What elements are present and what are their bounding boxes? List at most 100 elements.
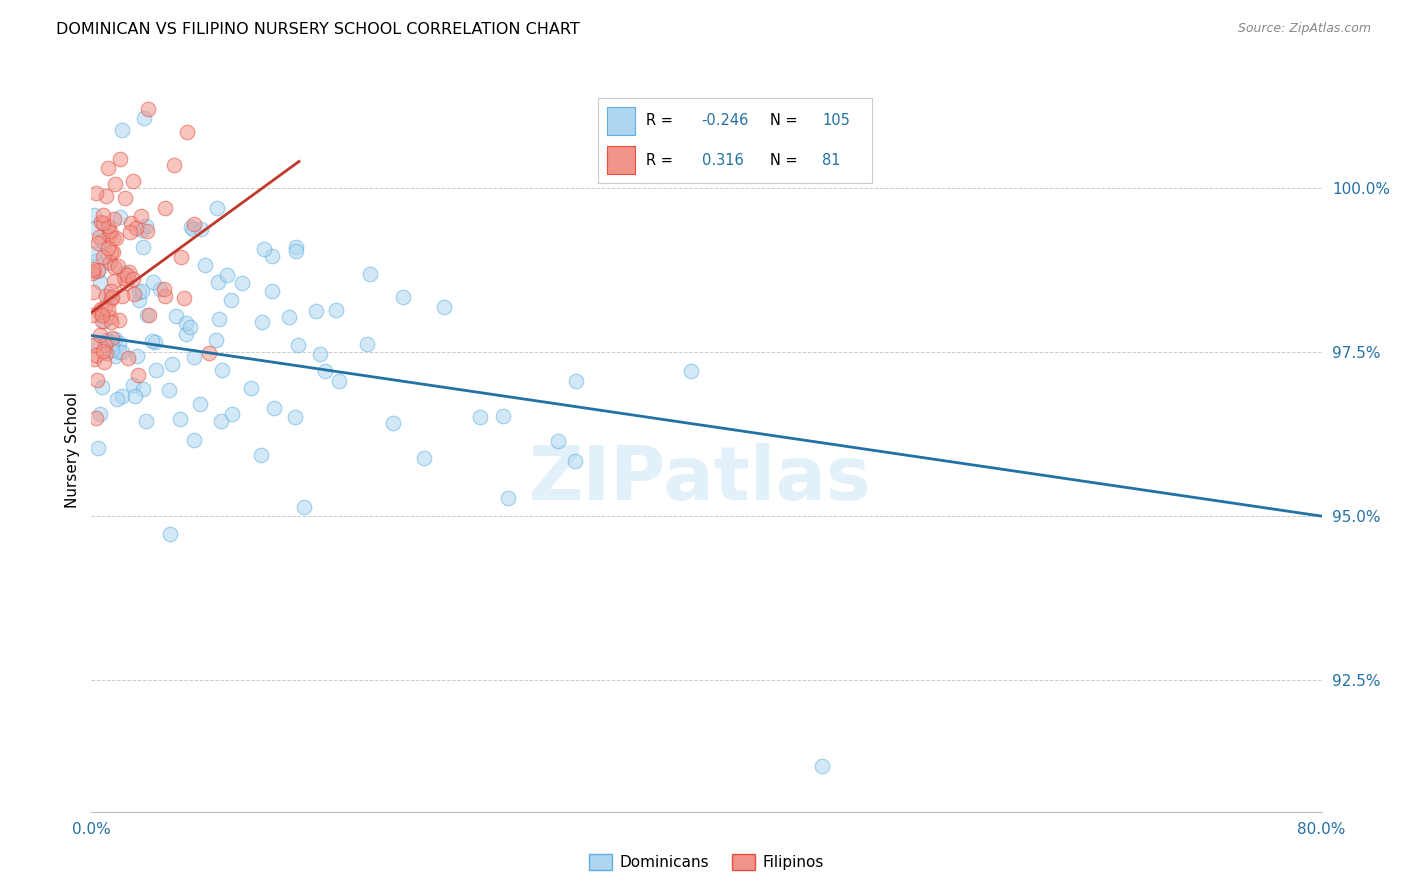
Point — [127, 368, 149, 382]
Text: 0.316: 0.316 — [702, 153, 744, 168]
Text: -0.246: -0.246 — [702, 113, 749, 128]
Point — [145, 363, 167, 377]
Point — [82, 285, 104, 299]
Point — [82, 308, 104, 322]
Point — [94, 338, 117, 352]
Point — [94, 300, 117, 314]
Point — [135, 414, 157, 428]
Point — [278, 310, 301, 325]
Text: DOMINICAN VS FILIPINO NURSERY SCHOOL CORRELATION CHART: DOMINICAN VS FILIPINO NURSERY SCHOOL COR… — [56, 22, 581, 37]
Point — [204, 333, 226, 347]
Point — [108, 336, 131, 351]
Point — [122, 272, 145, 286]
Point — [122, 174, 145, 188]
Point — [188, 397, 211, 411]
Point — [565, 374, 588, 388]
Point — [84, 254, 107, 268]
Point — [91, 251, 114, 265]
Point — [91, 308, 114, 322]
Point — [101, 230, 124, 244]
Point — [89, 407, 111, 421]
Point — [93, 355, 115, 369]
Point — [108, 344, 131, 359]
Point — [90, 301, 112, 316]
Point — [174, 316, 197, 330]
Point — [83, 208, 105, 222]
Point — [132, 240, 155, 254]
Point — [221, 407, 243, 421]
Point — [94, 346, 117, 360]
Point — [136, 308, 159, 322]
Point — [250, 449, 273, 463]
Point — [496, 491, 519, 505]
Point — [96, 333, 118, 347]
Point — [221, 293, 243, 307]
Point — [98, 256, 121, 270]
Point — [314, 364, 336, 378]
Point — [176, 125, 198, 139]
Point — [169, 250, 191, 264]
Point — [141, 334, 163, 348]
Point — [325, 302, 347, 317]
Point — [215, 268, 238, 283]
Point — [111, 123, 134, 137]
Point — [547, 434, 569, 449]
Point — [112, 266, 135, 280]
Point — [94, 334, 117, 349]
Point — [86, 373, 108, 387]
Point — [143, 334, 166, 349]
Point — [98, 224, 121, 238]
Point — [83, 337, 105, 351]
Point — [309, 347, 332, 361]
Point — [94, 289, 117, 303]
Point — [115, 268, 138, 282]
Point — [328, 374, 350, 388]
Point — [179, 320, 201, 334]
Point — [284, 244, 307, 259]
Point — [120, 216, 142, 230]
Point — [564, 454, 586, 468]
Point — [94, 189, 117, 203]
Point — [108, 211, 131, 225]
Point — [87, 305, 110, 319]
Point — [492, 409, 515, 423]
Point — [180, 220, 202, 235]
Point — [108, 152, 131, 166]
Point — [84, 220, 107, 235]
Point — [173, 291, 195, 305]
Point — [207, 275, 229, 289]
Point — [132, 112, 155, 126]
Point — [97, 161, 120, 175]
Point — [91, 216, 114, 230]
Point — [121, 378, 143, 392]
Point — [110, 344, 132, 359]
Point — [103, 260, 125, 274]
Text: N =: N = — [770, 153, 797, 168]
Point — [183, 351, 205, 365]
Text: ZIPatlas: ZIPatlas — [529, 442, 872, 516]
Point — [194, 258, 217, 272]
Point — [231, 277, 253, 291]
Point — [112, 271, 135, 285]
Point — [120, 225, 142, 239]
Point — [86, 263, 108, 277]
Point — [83, 337, 105, 351]
Point — [197, 346, 219, 360]
Point — [111, 389, 134, 403]
Point — [124, 389, 146, 403]
Point — [169, 412, 191, 426]
Point — [359, 267, 381, 281]
Point — [84, 411, 107, 425]
Point — [190, 222, 212, 236]
Point — [183, 433, 205, 447]
Point — [382, 416, 405, 430]
Point — [84, 245, 107, 260]
Text: N =: N = — [770, 113, 797, 128]
Point — [100, 292, 122, 306]
Point — [285, 240, 308, 254]
Point — [287, 338, 309, 352]
Point — [98, 255, 121, 269]
Point — [91, 380, 114, 394]
Point — [91, 208, 114, 222]
Point — [91, 234, 114, 248]
